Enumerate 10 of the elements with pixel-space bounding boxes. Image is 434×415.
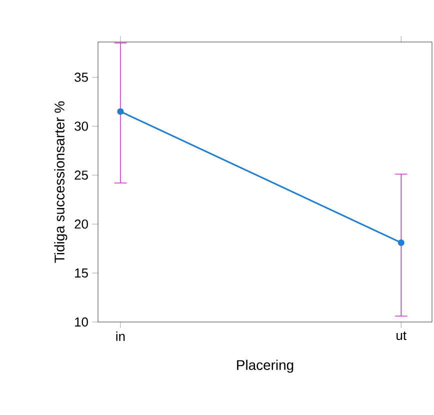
y-tick-label: 15 bbox=[75, 268, 88, 278]
x-tick-label: in bbox=[116, 332, 125, 341]
y-tick-label: 10 bbox=[75, 317, 88, 327]
y-tick-label: 30 bbox=[74, 122, 88, 131]
x-axis-title: Placering bbox=[237, 360, 294, 373]
y-tick-label: 25 bbox=[74, 170, 88, 180]
y-tick-label: 35 bbox=[74, 72, 88, 82]
y-tick-label: 20 bbox=[74, 220, 88, 229]
x-tick-label: ut bbox=[396, 332, 406, 340]
y-axis-title: Tidiga successionsarter % bbox=[54, 101, 68, 263]
